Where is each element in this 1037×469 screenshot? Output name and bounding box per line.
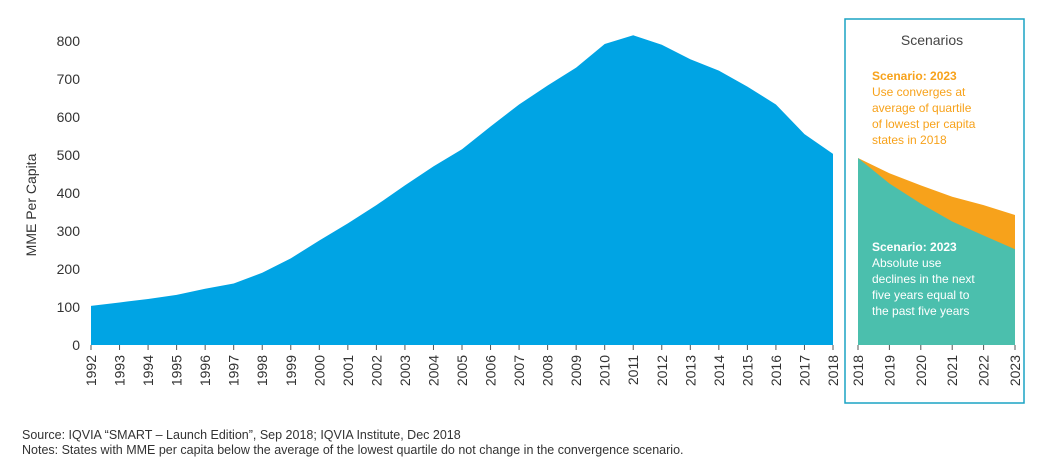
scenario-areas [858,158,1015,345]
x-tick-label: 1995 [169,355,185,386]
x-tick-label: 2000 [311,355,327,386]
x-tick-label: 2017 [796,355,812,386]
x-tick-label: 2003 [397,355,413,386]
x-tick-label: 1999 [283,355,299,386]
x-tick-label: 2018 [825,355,841,386]
x-tick-label: 1993 [112,355,128,386]
footnote: Notes: States with MME per capita below … [22,443,684,457]
y-axis: 0 100 200 300 400 500 600 700 800 [57,33,81,353]
x-tick-label: 1997 [226,355,242,386]
scenario-x-tick-label: 2021 [944,355,960,386]
x-tick-label: 1996 [197,355,213,386]
scenario-x-tick-label: 2018 [850,355,866,386]
convergence-label-title: Scenario: 2023 [872,69,957,83]
y-tick-label: 300 [57,223,81,239]
y-tick-label: 400 [57,185,81,201]
x-tick-label: 1992 [83,355,99,386]
y-tick-label: 0 [72,337,80,353]
y-tick-label: 700 [57,71,81,87]
x-tick-label: 2006 [483,355,499,386]
decline-label-line: the past five years [872,304,969,318]
x-tick-label: 2004 [425,355,441,386]
x-tick-label: 2014 [711,355,727,386]
decline-label-line: five years equal to [872,288,970,302]
scenario-x-tick-label: 2022 [976,355,992,386]
scenario-x-tick-label: 2019 [881,355,897,386]
decline-label-title: Scenario: 2023 [872,240,957,254]
y-axis-label: MME Per Capita [23,153,39,256]
y-tick-label: 600 [57,109,81,125]
source-note: Source: IQVIA “SMART – Launch Edition”, … [22,428,461,442]
scenario-annotations: Scenario: 2023 Use converges at average of… [872,69,976,318]
y-tick-label: 500 [57,147,81,163]
y-tick-label: 800 [57,33,81,49]
convergence-label-line: Use converges at [872,85,966,99]
x-tick-label: 2016 [768,355,784,386]
scenarios-title: Scenarios [901,32,963,48]
main-area-series [91,35,833,346]
scenario-x-axis: 2018 2019 2020 2021 2022 2023 [850,345,1023,386]
y-tick-label: 100 [57,299,81,315]
scenario-x-tick-label: 2020 [913,355,929,386]
x-tick-label: 2010 [597,355,613,386]
y-tick-label: 200 [57,261,81,277]
x-tick-label: 2012 [654,355,670,386]
area-decline-scenario [858,158,1015,345]
x-tick-label: 2013 [682,355,698,386]
x-tick-label: 2011 [625,355,641,385]
x-tick-label: 2005 [454,355,470,386]
main-x-axis: 1992 1993 1994 1995 1996 1997 1998 1999 2000 2001… [83,345,841,386]
x-tick-label: 2002 [368,355,384,386]
x-tick-label: 2009 [568,355,584,386]
scenarios-panel [844,18,1025,404]
area-mme-per-capita [91,35,833,346]
x-tick-label: 1998 [254,355,270,386]
convergence-label-line: average of quartile [872,101,972,115]
x-tick-label: 2015 [739,355,755,386]
x-tick-label: 2007 [511,355,527,386]
decline-label-line: declines in the next [872,272,975,286]
scenario-x-tick-label: 2023 [1007,355,1023,386]
decline-label-line: Absolute use [872,256,942,270]
convergence-label-line: states in 2018 [872,133,947,147]
convergence-label-line: of lowest per capita [872,117,976,131]
x-tick-label: 2001 [340,355,356,386]
x-tick-label: 1994 [140,355,156,386]
x-tick-label: 2008 [540,355,556,386]
